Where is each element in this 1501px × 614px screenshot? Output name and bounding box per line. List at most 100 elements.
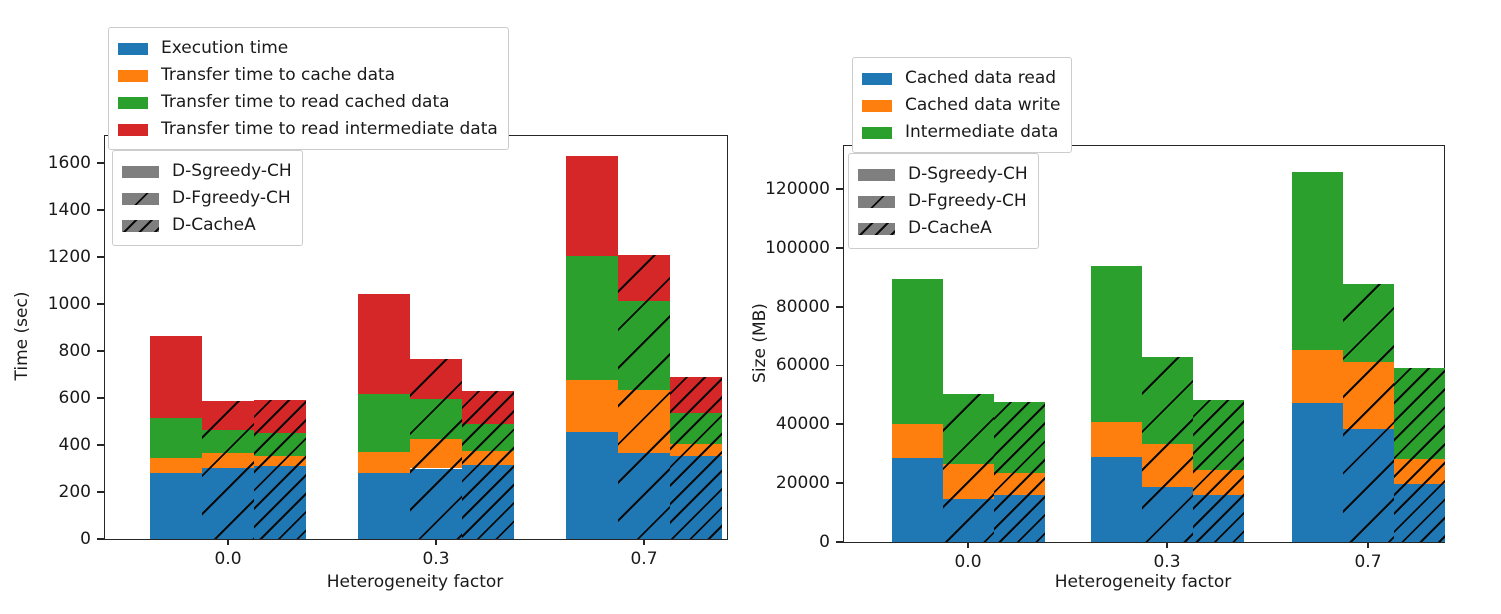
x-tick-label: 0.0 xyxy=(954,552,982,572)
legend-color-swatch xyxy=(118,96,148,109)
right-stack-legend: Cached data read Cached data write Interme… xyxy=(852,57,1072,153)
bar-segment xyxy=(150,335,202,418)
bar-segment xyxy=(891,278,943,425)
bar-segment xyxy=(410,468,462,539)
legend-item: D-Sgreedy-CH xyxy=(122,158,292,185)
y-tick-label: 200 xyxy=(58,482,91,502)
y-tick-mark xyxy=(836,364,843,367)
legend-item-label: Cached data read xyxy=(905,68,1057,88)
x-tick-label: 0.3 xyxy=(422,549,450,569)
bar-segment xyxy=(1393,367,1445,459)
bar-segment xyxy=(410,439,462,469)
bar-segment xyxy=(1090,266,1142,422)
x-tick-mark xyxy=(643,539,645,545)
y-tick-mark xyxy=(97,444,104,446)
bar-segment xyxy=(462,451,514,465)
legend-hatch-swatch xyxy=(122,219,159,232)
bar-segment xyxy=(1342,283,1394,362)
bar-segment xyxy=(993,401,1045,473)
y-tick-mark xyxy=(836,541,843,543)
legend-item-label: D-CacheA xyxy=(172,215,256,235)
legend-item: D-Sgreedy-CH xyxy=(858,161,1028,188)
y-tick-label: 60000 xyxy=(775,355,830,376)
bar-segment xyxy=(1141,486,1193,542)
bar-segment xyxy=(618,453,670,539)
y-tick-mark xyxy=(836,423,843,426)
bar-segment xyxy=(618,255,670,302)
y-tick-mark xyxy=(97,209,104,211)
bar-segment xyxy=(202,400,254,430)
bar-segment xyxy=(358,451,410,473)
bar-segment xyxy=(618,390,670,454)
y-tick-mark xyxy=(97,162,104,164)
bar-segment xyxy=(1141,356,1193,444)
x-tick-label: 0.3 xyxy=(1153,552,1181,572)
legend-hatch-swatch xyxy=(858,195,895,208)
bar-segment xyxy=(462,424,514,452)
right-series-legend: D-Sgreedy-CH D-Fgreedy-CH D-CacheA xyxy=(848,153,1039,249)
bar-segment xyxy=(1141,443,1193,487)
bar-segment xyxy=(670,456,722,539)
left-x-axis-label: Heterogeneity factor xyxy=(326,572,504,592)
legend-item-label: D-Fgreedy-CH xyxy=(908,191,1027,211)
legend-item: Transfer time to read cached data xyxy=(118,89,498,116)
legend-item: D-CacheA xyxy=(122,212,292,239)
legend-item-label: D-Fgreedy-CH xyxy=(172,188,291,208)
y-tick-label: 1600 xyxy=(47,153,91,174)
legend-item: Transfer time to read intermediate data xyxy=(118,116,498,143)
y-tick-label: 600 xyxy=(58,388,91,408)
bar-segment xyxy=(942,464,994,499)
bar-segment xyxy=(254,455,306,466)
bar-segment xyxy=(670,444,722,457)
x-tick-label: 0.7 xyxy=(1354,552,1382,572)
y-tick-label: 20000 xyxy=(775,473,830,494)
legend-color-swatch xyxy=(118,123,148,136)
bar-segment xyxy=(566,155,618,257)
bar-segment xyxy=(254,465,306,539)
legend-item: Transfer time to cache data xyxy=(118,62,498,89)
bar-segment xyxy=(150,458,202,474)
bar-segment xyxy=(1291,349,1343,403)
legend-hatch-swatch xyxy=(858,168,895,181)
y-tick-mark xyxy=(97,350,104,352)
y-tick-label: 80000 xyxy=(775,296,830,317)
y-tick-label: 800 xyxy=(58,341,91,361)
bar-segment xyxy=(202,467,254,539)
left-stack-legend: Execution time Transfer time to cache dat… xyxy=(108,27,509,150)
bar-segment xyxy=(1291,402,1343,542)
right-x-axis-label: Heterogeneity factor xyxy=(1054,572,1232,592)
bar-segment xyxy=(358,472,410,539)
bar-segment xyxy=(462,390,514,425)
y-tick-label: 1400 xyxy=(47,200,91,221)
bar-segment xyxy=(462,464,514,539)
bar-segment xyxy=(254,432,306,456)
legend-item: D-Fgreedy-CH xyxy=(122,185,292,212)
y-tick-mark xyxy=(836,482,843,485)
x-tick-mark xyxy=(1166,542,1168,548)
y-tick-mark xyxy=(97,303,104,305)
bar-segment xyxy=(150,417,202,459)
x-tick-label: 0.7 xyxy=(630,549,658,569)
legend-hatch-swatch xyxy=(858,222,895,235)
bar-segment xyxy=(1342,361,1394,429)
y-tick-mark xyxy=(836,305,843,308)
y-tick-mark xyxy=(97,397,104,399)
legend-item-label: Transfer time to cache data xyxy=(161,65,396,85)
bar-segment xyxy=(1291,171,1343,350)
bar-segment xyxy=(150,473,202,539)
bar-segment xyxy=(358,394,410,452)
legend-item-label: Transfer time to read intermediate data xyxy=(161,119,498,139)
bar-segment xyxy=(1090,421,1142,457)
bar-segment xyxy=(410,399,462,440)
bar-segment xyxy=(566,380,618,433)
legend-item: D-Fgreedy-CH xyxy=(858,188,1028,215)
legend-color-swatch xyxy=(862,126,892,139)
legend-item-label: Cached data write xyxy=(905,95,1061,115)
y-tick-label: 100000 xyxy=(765,237,830,258)
y-tick-mark xyxy=(97,256,104,258)
legend-item-label: D-Sgreedy-CH xyxy=(908,164,1028,184)
legend-hatch-swatch xyxy=(122,192,159,205)
legend-item: Execution time xyxy=(118,35,498,62)
legend-item-label: Intermediate data xyxy=(905,122,1059,142)
